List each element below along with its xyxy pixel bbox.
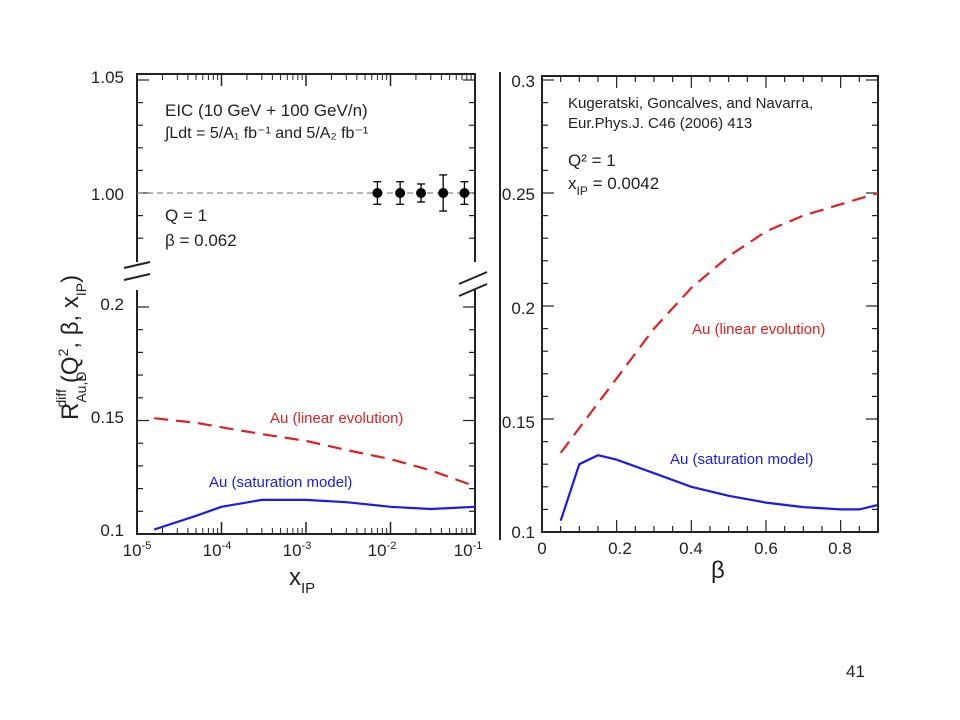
left-ytick-label: 0.2 (100, 295, 124, 314)
left-data-point (416, 188, 427, 198)
right-series-saturation-model (559, 454, 879, 522)
left-axis-break-mark (458, 271, 488, 285)
right-annotation-ref: Kugeratski, Goncalves, and Navarra, (568, 95, 813, 112)
left-ytick-label: 1.00 (91, 185, 124, 204)
right-ytick-label: 0.15 (502, 413, 535, 432)
right-ytick-label: 0.25 (502, 185, 535, 204)
left-series-label-saturation: Au (saturation model) (209, 474, 352, 491)
left-axis-break-mark (123, 261, 151, 269)
left-series-group (153, 174, 476, 531)
right-annotation-x: xIP = 0.0042 (568, 174, 659, 198)
right-xtick-label: 0 (537, 539, 546, 558)
right-series-label-saturation: Au (saturation model) (670, 451, 813, 468)
left-xtick-label: 10-3 (283, 540, 312, 560)
left-xtick-label: 10-4 (203, 540, 232, 560)
right-series-linear-evolution (559, 191, 879, 454)
left-x-axis-label: xIP (289, 564, 315, 597)
right-annotation-q: Q² = 1 (568, 151, 616, 170)
right-annotation-journal: Eur.Phys.J. C46 (2006) 413 (568, 115, 752, 132)
left-series-saturation-model (153, 498, 476, 531)
left-ytick-label: 0.1 (100, 521, 124, 540)
left-axis-break-mark (123, 273, 151, 281)
right-series-group (559, 191, 879, 522)
left-annotation-q: Q = 1 (165, 206, 207, 225)
right-ytick-label: 0.1 (511, 523, 535, 542)
left-data-point (372, 188, 383, 198)
right-chart: 0.3 0.25 0.2 0.15 0.1 0 0.2 0.4 0.6 0.8 … (499, 72, 879, 584)
left-data-point (459, 188, 470, 198)
right-ytick-label: 0.3 (511, 72, 535, 91)
left-ytick-label: 0.15 (91, 408, 124, 427)
left-series-label-linear: Au (linear evolution) (270, 410, 403, 427)
right-xtick-label: 0.4 (679, 539, 703, 558)
left-data-point (438, 188, 449, 198)
left-xtick-label: 10-5 (123, 540, 152, 560)
right-ticks (541, 76, 879, 533)
right-series-label-linear: Au (linear evolution) (692, 321, 825, 338)
left-ytick-label: 1.05 (91, 68, 124, 87)
page-number: 41 (846, 662, 865, 681)
left-xtick-label: 10-1 (454, 540, 483, 560)
left-annotation-title: EIC (10 GeV + 100 GeV/n) (165, 101, 368, 120)
left-axis-break-mark (458, 283, 488, 297)
right-xtick-label: 0.2 (608, 539, 632, 558)
right-xtick-label: 0.8 (828, 539, 852, 558)
right-x-axis-label: β (711, 557, 725, 584)
left-series-linear-evolution (154, 417, 476, 488)
left-y-axis-label: RAu,Ddiff(Q2, β, xIP) (53, 275, 89, 420)
right-ytick-label: 0.2 (511, 299, 535, 318)
left-data-point (395, 188, 406, 198)
right-xtick-label: 0.6 (754, 539, 778, 558)
left-annotation-beta: β = 0.062 (165, 231, 237, 250)
left-xtick-label: 10-2 (368, 540, 397, 560)
left-plot-frame (136, 73, 476, 535)
left-ticks (136, 74, 476, 535)
left-chart: 1.05 1.00 0.2 0.15 0.1 10-5 10-4 10-3 10… (53, 68, 490, 597)
left-annotation-lumi: ∫Ldt = 5/A₁ fb⁻¹ and 5/A₂ fb⁻¹ (164, 125, 368, 142)
left-xtick-labels: 10-5 10-4 10-3 10-2 10-1 (123, 540, 483, 560)
